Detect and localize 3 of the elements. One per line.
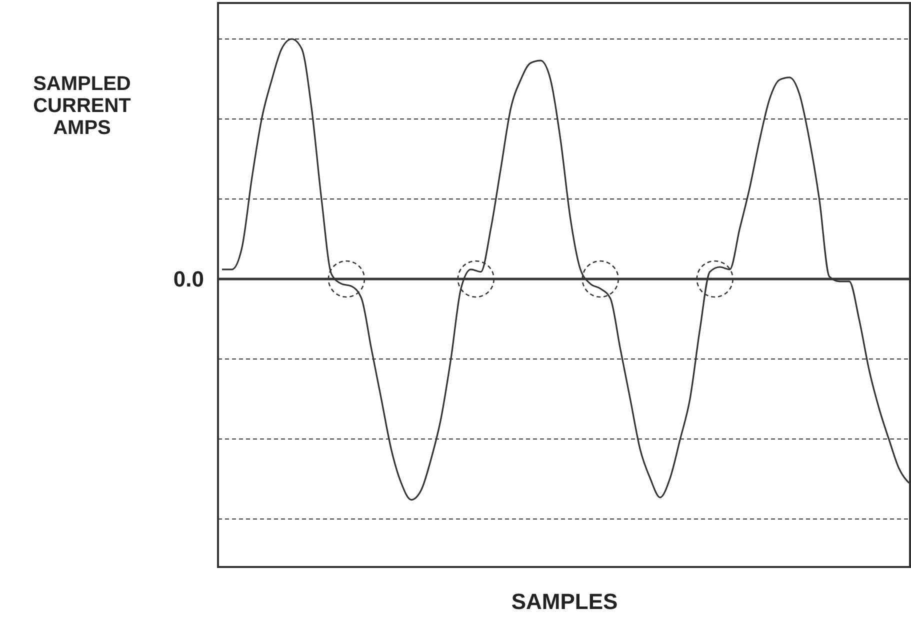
x-axis-title: SAMPLES (511, 589, 618, 614)
y-axis-title: SAMPLED CURRENT AMPS (33, 73, 131, 139)
ref-line-label: 0.0 (173, 266, 204, 292)
